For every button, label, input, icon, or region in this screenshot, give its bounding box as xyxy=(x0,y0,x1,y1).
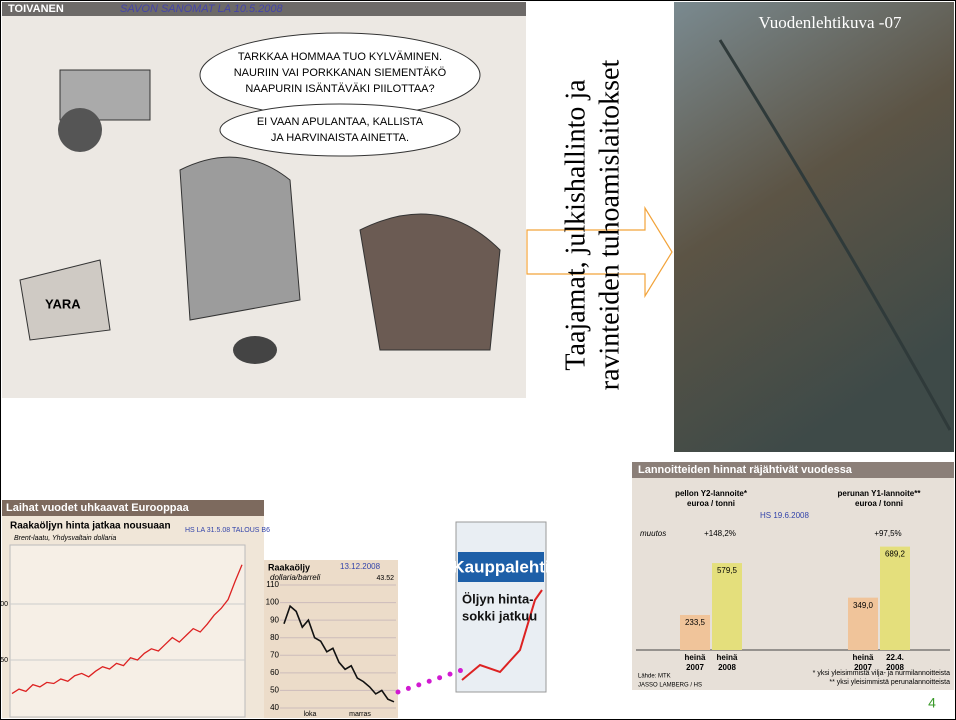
bar xyxy=(712,563,742,650)
y-tick-label: 90 xyxy=(270,615,279,624)
speech-text: TARKKAA HOMMAA TUO KYLVÄMINEN. xyxy=(238,51,442,63)
x-tick-label: 22.4. xyxy=(886,653,904,662)
photo-caption: Vuodenlehtikuva -07 xyxy=(759,13,902,32)
bar xyxy=(880,547,910,650)
y-tick-label: 80 xyxy=(270,633,279,642)
y-tick-label: 60 xyxy=(270,668,279,677)
change-value: +148,2% xyxy=(704,529,736,538)
farmer xyxy=(180,157,300,320)
last-value-label: 43.52 xyxy=(376,575,394,582)
y-tick-label: 100 xyxy=(0,601,8,608)
footnote: ** yksi yleisimmistä perunalannoitteista xyxy=(829,679,950,686)
newspaper-headline: Öljyn hinta- xyxy=(462,591,534,606)
group-label: perunan Y1-lannoite** xyxy=(838,489,922,498)
x-tick-label: 2007 xyxy=(686,663,704,672)
speech-text: NAAPURIN ISÄNTÄVÄKI PIILOTTAA? xyxy=(245,83,434,95)
source-text: Lähde: MTK xyxy=(638,674,671,680)
y-tick-label: 40 xyxy=(270,703,279,712)
crude-clipping xyxy=(264,560,398,718)
cartoon-source: SAVON SANOMAT LA 10.5.2008 xyxy=(120,3,284,15)
y-tick-label: 50 xyxy=(270,686,279,695)
chart-title: Raakaöljyn hinta jatkaa nousuaan xyxy=(10,521,171,532)
change-label: muutos xyxy=(640,529,666,538)
newspaper-headline: sokki jatkuu xyxy=(462,608,537,623)
speech-text: EI VAAN APULANTAA, KALLISTA xyxy=(257,116,424,128)
chart-subtitle: Brent-laatu, Yhdysvaltain dollaria xyxy=(14,535,116,542)
x-tick-label: heinä xyxy=(717,653,738,662)
x-tick-label: 2008 xyxy=(718,663,736,672)
footnote: * yksi yleisimmistä vilja- ja nurmilanno… xyxy=(813,670,950,677)
photo xyxy=(674,2,954,452)
group-label: euroa / tonni xyxy=(855,499,903,508)
slide: Taajamat, julkishallinto jaravinteiden t… xyxy=(0,0,956,720)
sack-label: YARA xyxy=(45,296,81,311)
bird xyxy=(233,336,277,364)
woman xyxy=(360,214,500,350)
value-label: 689,2 xyxy=(885,550,906,559)
y-tick-label: 100 xyxy=(266,598,280,607)
value-label: 349,0 xyxy=(853,601,874,610)
handwritten-note: HS LA 31.5.08 TALOUS B6 xyxy=(185,527,270,534)
clipping-headline: Lannoitteiden hinnat räjähtivät vuodessa xyxy=(638,464,853,476)
change-value: +97,5% xyxy=(874,529,901,538)
handwritten-note: HS 19.6.2008 xyxy=(760,511,809,520)
speech-text: JA HARVINAISTA AINETTA. xyxy=(271,132,409,144)
cartoon-header: TOIVANEN xyxy=(8,3,64,15)
x-tick-label: loka xyxy=(304,711,317,718)
source-text: JASSO LAMBERG / HS xyxy=(638,683,702,689)
clipping-headline: Laihat vuodet uhkaavat Eurooppaa xyxy=(6,502,190,514)
group-label: euroa / tonni xyxy=(687,499,735,508)
speech-text: NAURIIN VAI PORKKANAN SIEMENTÄKÖ xyxy=(234,67,447,79)
x-tick-label: heinä xyxy=(685,653,706,662)
chart-title: Raakaöljy xyxy=(268,562,310,572)
value-label: 579,5 xyxy=(717,566,738,575)
handwritten-note: 13.12.2008 xyxy=(340,562,381,571)
y-tick-label: 70 xyxy=(270,650,279,659)
masthead: Kauppalehti xyxy=(452,557,549,576)
x-tick-label: marras xyxy=(349,711,371,718)
y-tick-label: 110 xyxy=(266,580,279,589)
rotated-text: ravinteiden tuhoamislaitokset xyxy=(594,60,625,391)
group-label: pellon Y2-lannoite* xyxy=(675,489,748,498)
speech-bubble xyxy=(220,104,460,156)
y-tick-label: 50 xyxy=(0,657,8,664)
oil-plot xyxy=(10,545,245,717)
value-label: 233,5 xyxy=(685,618,706,627)
x-tick-label: heinä xyxy=(853,653,874,662)
tractor-wheel xyxy=(58,108,102,152)
page-number: 4 xyxy=(928,695,936,711)
rotated-text: Taajamat, julkishallinto ja xyxy=(560,79,591,371)
